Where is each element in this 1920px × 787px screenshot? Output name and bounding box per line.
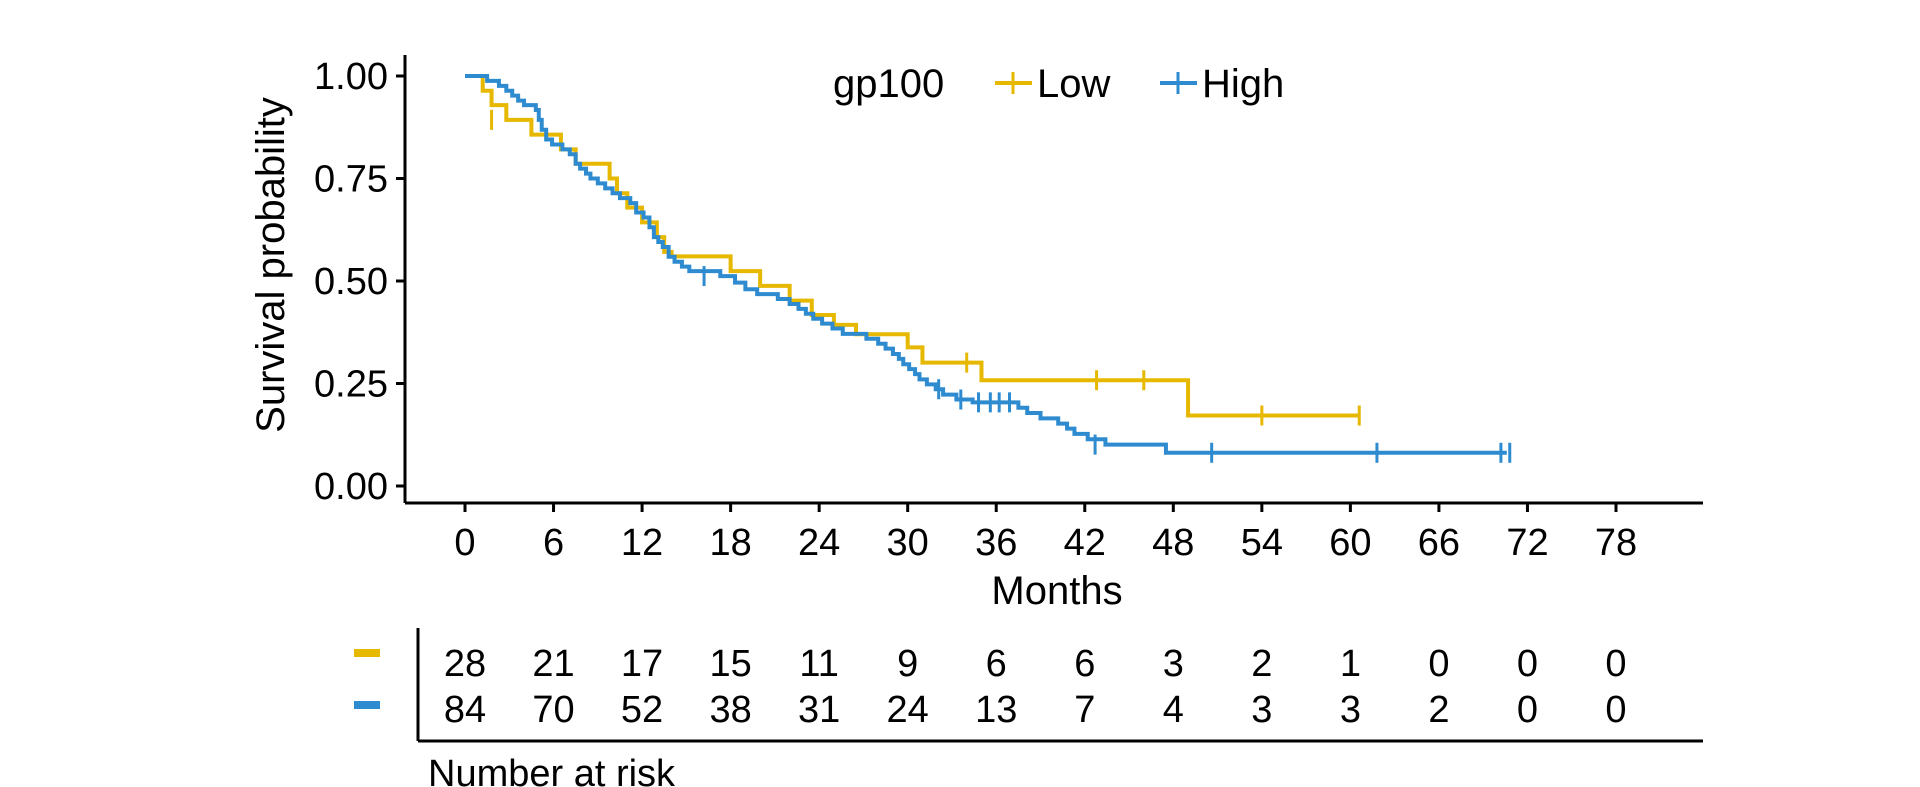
risk-count-high: 7: [1074, 689, 1095, 731]
risk-count-high: 13: [975, 689, 1017, 731]
risk-count-low: 15: [709, 643, 751, 685]
risk-count-high: 31: [798, 689, 840, 731]
risk-count-high: 38: [709, 689, 751, 731]
x-tick-label: 0: [454, 522, 475, 564]
risk-count-high: 84: [444, 689, 486, 731]
risk-count-low: 11: [799, 643, 838, 685]
legend: gp100 Low High: [833, 62, 1284, 106]
x-tick-label: 30: [887, 522, 929, 564]
risk-count-low: 0: [1517, 643, 1538, 685]
risk-count-low: 28: [444, 643, 486, 685]
risk-count-low: 6: [986, 643, 1007, 685]
x-tick-label: 6: [543, 522, 564, 564]
legend-title: gp100: [833, 62, 944, 106]
y-tick-label: 1.00: [314, 56, 388, 98]
risk-count-low: 9: [897, 643, 918, 685]
x-tick-label: 78: [1595, 522, 1637, 564]
x-tick-label: 48: [1152, 522, 1194, 564]
y-axis-title: Survival probability: [249, 97, 293, 433]
risk-count-high: 24: [887, 689, 929, 731]
x-axis-title: Months: [991, 569, 1122, 613]
x-tick-label: 66: [1418, 522, 1460, 564]
survival-curve-high: [465, 74, 1507, 455]
risk-count-high: 52: [621, 689, 663, 731]
y-tick-label: 0.00: [314, 466, 388, 508]
risk-count-low: 2: [1251, 643, 1272, 685]
x-tick-label: 60: [1329, 522, 1371, 564]
risk-count-low: 1: [1340, 643, 1361, 685]
risk-table: 28 21 17 15 11 9 6 6 3 2 1 0 0 084 70 52 38 31 24 13 7 4 3 3 2 0 0…: [354, 628, 1703, 787]
risk-count-low: 21: [532, 643, 574, 685]
x-tick-label: 12: [621, 522, 663, 564]
risk-count-high: 0: [1517, 689, 1538, 731]
x-tick-label: 36: [975, 522, 1017, 564]
survival-curve-low: [465, 74, 1360, 418]
risk-count-low: 17: [621, 643, 663, 685]
risk-row-swatch-high: [354, 701, 380, 709]
legend-item-high: High: [1160, 62, 1284, 106]
legend-label-high: High: [1202, 62, 1284, 106]
risk-count-low: 0: [1428, 643, 1449, 685]
x-tick-label: 54: [1241, 522, 1283, 564]
risk-count-high: 3: [1251, 689, 1272, 731]
risk-count-high: 4: [1163, 689, 1184, 731]
risk-table-title: Number at risk: [428, 753, 676, 787]
x-axis-ticks: 0 6 12 18 24 30 36 42 48 54 60 66 72 78: [454, 503, 1637, 564]
y-tick-label: 0.25: [314, 364, 388, 406]
x-tick-label: 72: [1506, 522, 1548, 564]
risk-count-low: 3: [1163, 643, 1184, 685]
risk-count-low: 6: [1074, 643, 1095, 685]
risk-row-swatch-low: [354, 649, 380, 657]
legend-item-low: Low: [995, 62, 1110, 106]
risk-count-high: 3: [1340, 689, 1361, 731]
y-tick-label: 0.50: [314, 261, 388, 303]
y-axis-ticks: 0.00 0.25 0.50 0.75 1.00: [314, 56, 405, 508]
survival-curves: [465, 74, 1512, 463]
x-tick-label: 42: [1064, 522, 1106, 564]
risk-count-high: 0: [1605, 689, 1626, 731]
x-tick-label: 18: [709, 522, 751, 564]
risk-count-high: 2: [1428, 689, 1449, 731]
y-tick-label: 0.75: [314, 159, 388, 201]
legend-label-low: Low: [1037, 62, 1110, 106]
risk-count-high: 70: [532, 689, 574, 731]
risk-count-low: 0: [1605, 643, 1626, 685]
x-tick-label: 24: [798, 522, 840, 564]
risk-table-rows: 28 21 17 15 11 9 6 6 3 2 1 0 0 084 70 52 38 31 24 13 7 4 3 3 2 0 0: [444, 643, 1627, 731]
